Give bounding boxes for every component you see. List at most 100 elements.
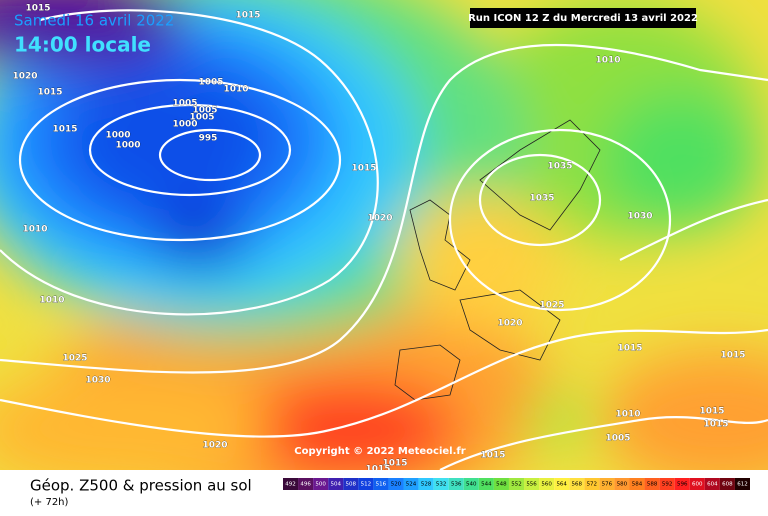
- legend-swatch: [418, 478, 434, 490]
- legend-label: 536: [451, 482, 462, 488]
- isobar-label: 1015: [720, 351, 745, 361]
- isobar-label: 1005: [172, 99, 197, 109]
- isobar-label: 1015: [699, 407, 724, 417]
- legend-label: 556: [526, 482, 537, 488]
- legend-label: 544: [481, 482, 492, 488]
- legend-swatch: [373, 478, 389, 490]
- legend-label: 600: [692, 482, 703, 488]
- legend-swatch: [539, 478, 555, 490]
- legend-swatch: [584, 478, 600, 490]
- legend-swatch: [388, 478, 404, 490]
- legend-label: 568: [572, 482, 583, 488]
- isobar-label: 1000: [115, 141, 140, 151]
- legend-label: 516: [376, 482, 387, 488]
- coastlines: [394, 119, 601, 401]
- local-time: 14:00 locale: [14, 33, 151, 57]
- isobar-label: 1015: [365, 465, 390, 475]
- legend-swatch: [298, 478, 314, 490]
- isobar-label: 1010: [39, 296, 64, 306]
- footer-lead: (+ 72h): [30, 497, 69, 508]
- date: Samedi 16 avril 2022: [14, 12, 174, 30]
- legend-label: 608: [722, 482, 733, 488]
- legend-label: 612: [737, 482, 748, 488]
- legend-swatch: [358, 478, 374, 490]
- footer-title: Géop. Z500 & pression au sol: [30, 477, 252, 495]
- copyright: Copyright © 2022 Meteociel.fr: [294, 446, 465, 457]
- isobar-label: 1035: [547, 162, 572, 172]
- isobar-label: 1030: [85, 376, 110, 386]
- legend-label: 540: [466, 482, 477, 488]
- isobar-label: 1020: [202, 441, 227, 451]
- legend-label: 500: [315, 482, 326, 488]
- isobar-label: 1015: [25, 4, 50, 14]
- legend-label: 596: [677, 482, 688, 488]
- legend-swatch: [403, 478, 419, 490]
- legend-label: 588: [647, 482, 658, 488]
- legend-swatch: [328, 478, 344, 490]
- legend-label: 520: [391, 482, 402, 488]
- legend-label: 528: [421, 482, 432, 488]
- legend-swatch: [343, 478, 359, 490]
- isobar-label: 1015: [52, 125, 77, 135]
- isobar-label: 1020: [367, 214, 392, 224]
- legend-swatch: [569, 478, 585, 490]
- legend-swatch: [493, 478, 509, 490]
- isobar-label: 1010: [615, 410, 640, 420]
- legend-swatch: [448, 478, 464, 490]
- legend-label: 592: [662, 482, 673, 488]
- legend-swatch: [719, 478, 735, 490]
- isobar-label: 1005: [198, 78, 223, 88]
- legend-swatch: [644, 478, 660, 490]
- legend: 492 496 500 504 508 512 516 520 524 528 532 536 540 5…: [283, 478, 750, 490]
- isobar-label: 1020: [497, 319, 522, 329]
- legend-swatch: [508, 478, 525, 490]
- isobar-label: 1010: [223, 85, 248, 95]
- legend-swatch: [734, 478, 750, 490]
- legend-label: 560: [541, 482, 552, 488]
- isobar-label: 1015: [382, 459, 407, 469]
- legend-label: 552: [511, 482, 522, 488]
- legend-label: 492: [285, 482, 296, 488]
- legend-swatch: [659, 478, 675, 490]
- isobar-label: 1020: [12, 72, 37, 82]
- legend-swatch: [313, 478, 329, 490]
- isobar-label: 1015: [235, 11, 260, 21]
- legend-label: 508: [346, 482, 357, 488]
- isobar-label: 1005: [192, 106, 217, 116]
- legend-swatch: [689, 478, 705, 490]
- isobar-label: 995: [199, 134, 218, 144]
- legend-label: 524: [406, 482, 417, 488]
- isobar-label: 1000: [105, 131, 130, 141]
- legend-label: 532: [436, 482, 447, 488]
- legend-label: 512: [361, 482, 372, 488]
- run-info: Run ICON 12 Z du Mercredi 13 avril 2022: [468, 13, 698, 24]
- legend-swatch: [674, 478, 690, 490]
- legend-label: 504: [330, 482, 341, 488]
- legend-label: 604: [707, 482, 718, 488]
- legend-swatch: [554, 478, 570, 490]
- isobar-label: 1010: [22, 225, 47, 235]
- isobar-labels: 1015101510201015100510101005100510051000…: [12, 3, 745, 475]
- isobar-label: 1015: [351, 164, 376, 174]
- legend-swatch: [614, 478, 630, 490]
- legend-swatch: [524, 478, 540, 490]
- isobar-label: 1015: [617, 344, 642, 354]
- legend-swatch: [704, 478, 720, 490]
- legend-label: 584: [632, 482, 643, 488]
- legend-swatch: [433, 478, 449, 490]
- legend-swatch: [478, 478, 494, 490]
- isobar-label: 1025: [539, 301, 564, 311]
- isobar-label: 1030: [627, 212, 652, 222]
- isobar-label: 1015: [37, 88, 62, 98]
- legend-label: 496: [300, 482, 311, 488]
- isobar-label: 1000: [172, 120, 197, 130]
- footer-band: [0, 470, 768, 512]
- legend-label: 564: [556, 482, 567, 488]
- legend-swatch: [463, 478, 479, 490]
- legend-label: 572: [587, 482, 598, 488]
- isobar-label: 1025: [62, 354, 87, 364]
- run-banner: [470, 8, 696, 28]
- isobars-lines: [0, 9, 768, 470]
